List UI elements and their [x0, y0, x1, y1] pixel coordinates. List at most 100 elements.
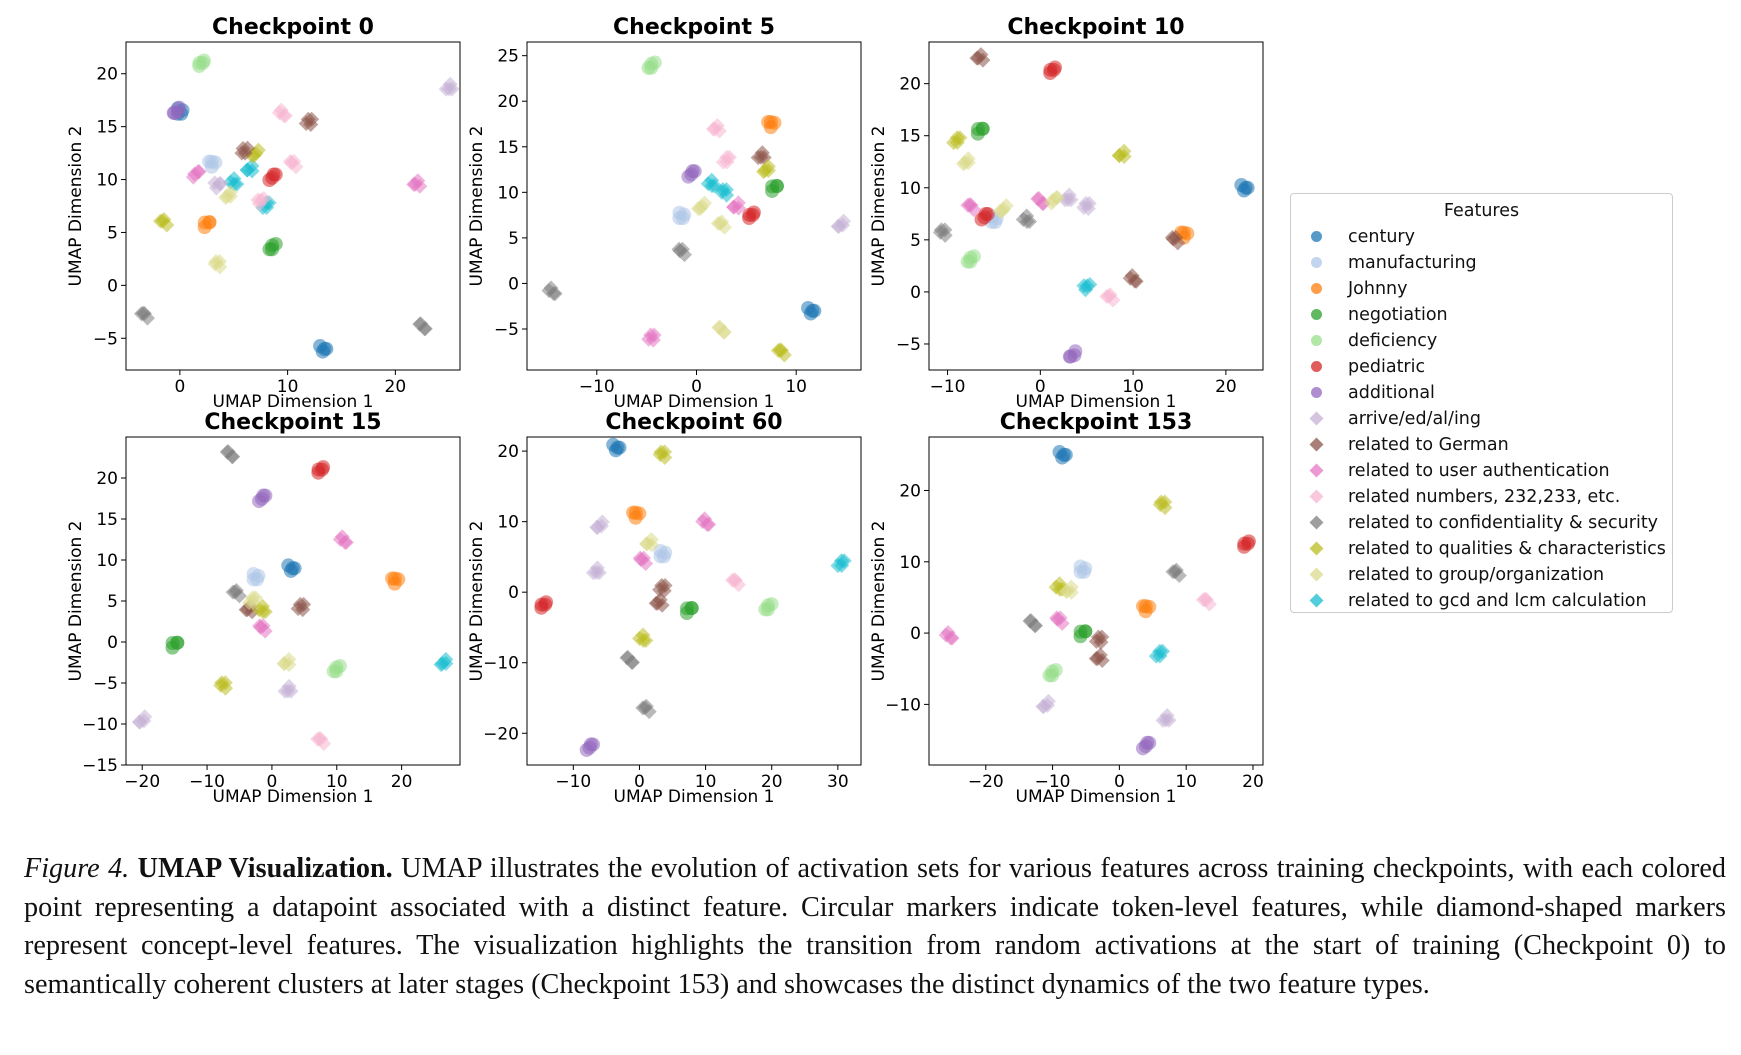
data-point	[1152, 643, 1168, 659]
x-tick-label: 10	[785, 377, 807, 397]
x-tick-label: 10	[277, 377, 299, 397]
chart-title: Checkpoint 5	[613, 15, 775, 40]
data-point	[949, 130, 965, 146]
x-axis-label: UMAP Dimension 1	[614, 392, 775, 412]
data-point	[833, 553, 849, 569]
data-point	[170, 635, 185, 650]
x-tick-label: 0	[634, 772, 645, 792]
data-point	[167, 105, 182, 120]
data-point	[769, 179, 784, 194]
data-point	[726, 199, 742, 215]
data-point	[674, 241, 690, 257]
legend-label: Johnny	[1348, 279, 1408, 299]
y-tick-label: 20	[497, 92, 519, 112]
scatter-points	[534, 437, 852, 757]
x-tick-label: −10	[189, 772, 225, 792]
data-point	[648, 595, 664, 611]
legend: Features century manufacturing Johnny negot…	[1290, 193, 1673, 613]
y-tick-label: 5	[508, 229, 519, 249]
y-axis-label: UMAP Dimension 2	[467, 126, 487, 287]
data-point	[1167, 564, 1183, 580]
y-tick-label: 10	[899, 179, 921, 199]
data-point	[624, 654, 640, 670]
data-point	[214, 675, 230, 691]
chart-title: Checkpoint 10	[1007, 15, 1184, 40]
legend-title: Features	[1443, 201, 1520, 221]
plot-frame	[125, 436, 461, 766]
data-point	[1168, 229, 1184, 245]
data-point	[1153, 494, 1169, 510]
data-point	[805, 303, 820, 318]
y-tick-label: −5	[93, 674, 118, 694]
legend-item: related to user authentication	[1291, 458, 1672, 484]
data-point	[1036, 699, 1052, 715]
data-point	[992, 203, 1008, 219]
diamond-marker-icon	[1309, 567, 1324, 582]
data-point	[588, 565, 604, 581]
plot-frame	[928, 41, 1264, 371]
y-tick-label: 20	[497, 442, 519, 462]
scatter-points	[133, 53, 460, 359]
legend-label: related to qualities & characteristics	[1348, 539, 1666, 559]
plot-frame	[526, 41, 862, 371]
data-point	[1142, 735, 1157, 750]
data-point	[586, 737, 601, 752]
y-tick-label: −5	[93, 329, 118, 349]
circle-marker-icon	[1311, 257, 1322, 268]
y-tick-label: 0	[107, 633, 118, 653]
data-point	[245, 590, 261, 606]
legend-label: related to gcd and lcm calculation	[1348, 591, 1647, 611]
data-point	[687, 164, 702, 179]
x-tick-label: −20	[124, 772, 160, 792]
data-point	[1195, 592, 1211, 608]
circle-marker-icon	[1311, 283, 1322, 294]
legend-label: century	[1348, 227, 1415, 247]
y-axis-label: UMAP Dimension 2	[467, 521, 487, 682]
data-point	[1136, 599, 1151, 614]
x-tick-label: 0	[267, 772, 278, 792]
data-point	[546, 286, 562, 302]
y-tick-label: 15	[497, 138, 519, 158]
data-point	[438, 655, 454, 671]
legend-label: arrive/ed/al/ing	[1348, 409, 1482, 429]
data-point	[626, 505, 641, 520]
x-tick-label: 10	[326, 772, 348, 792]
x-tick-label: 10	[1175, 772, 1197, 792]
data-point	[1060, 192, 1076, 208]
diamond-marker-icon	[1309, 489, 1324, 504]
data-point	[225, 449, 241, 465]
diamond-marker-icon	[1309, 463, 1324, 478]
data-point	[239, 162, 255, 178]
x-tick-label: −10	[1035, 772, 1071, 792]
data-point	[329, 664, 344, 679]
y-tick-label: 10	[497, 513, 519, 533]
data-point	[285, 561, 300, 576]
y-tick-label: 5	[107, 592, 118, 612]
data-point	[441, 81, 457, 97]
data-point	[933, 222, 949, 238]
data-point	[1158, 712, 1174, 728]
data-point	[257, 604, 273, 620]
data-point	[724, 572, 740, 588]
data-point	[255, 618, 271, 634]
data-point	[712, 215, 728, 231]
y-tick-label: 25	[497, 47, 519, 67]
chart-title: Checkpoint 153	[1000, 410, 1193, 435]
data-point	[770, 342, 786, 358]
circle-marker-icon	[1311, 387, 1322, 398]
scatter-points	[541, 55, 852, 363]
x-axis-label: UMAP Dimension 1	[213, 787, 374, 807]
data-point	[646, 327, 662, 343]
data-point	[1238, 180, 1253, 195]
y-tick-label: 10	[96, 171, 118, 191]
data-point	[705, 121, 721, 137]
data-point	[1045, 668, 1060, 683]
y-tick-label: 0	[107, 276, 118, 296]
data-point	[268, 167, 283, 182]
data-point	[699, 516, 715, 532]
y-tick-label: 0	[910, 283, 921, 303]
x-axis-label: UMAP Dimension 1	[1016, 787, 1177, 807]
data-point	[534, 597, 549, 612]
data-point	[943, 630, 959, 646]
x-tick-label: −10	[579, 377, 615, 397]
